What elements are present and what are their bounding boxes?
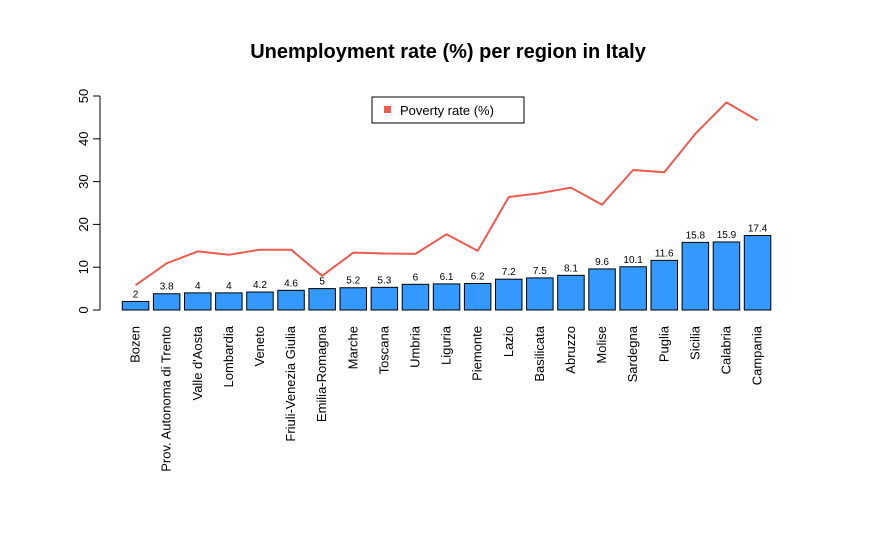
- poverty-line-group: [135, 101, 759, 287]
- x-category-label: Puglia: [656, 325, 671, 362]
- x-category-label: Sardegna: [625, 325, 640, 382]
- y-tick-label: 40: [76, 132, 91, 146]
- bar: [495, 278, 523, 311]
- y-tick-label: 20: [76, 217, 91, 231]
- bar-value-label: 9.6: [595, 257, 609, 268]
- x-category-label: Abruzzo: [563, 326, 578, 374]
- bar-value-label: 5.3: [377, 275, 391, 286]
- x-category-label: Marche: [345, 326, 360, 369]
- y-tick-label: 10: [76, 260, 91, 274]
- bar: [121, 300, 150, 311]
- bar-value-label: 10.1: [623, 255, 643, 266]
- bar: [619, 266, 647, 311]
- bars-group: [121, 235, 772, 311]
- x-category-label: Emilia-Romagna: [314, 325, 329, 422]
- bar: [588, 268, 616, 311]
- bar-value-label: 2: [133, 289, 139, 300]
- chart-title: Unemployment rate (%) per region in Ital…: [250, 41, 647, 63]
- x-category-label: Prov. Autonoma di Trento: [159, 326, 174, 472]
- x-category-label: Liguria: [439, 325, 454, 365]
- bar: [743, 235, 772, 311]
- bar-value-label: 6.1: [440, 272, 454, 283]
- bar-value-label: 8.1: [564, 263, 578, 274]
- bar: [215, 292, 243, 311]
- bar-value-label: 4.6: [284, 278, 298, 289]
- bar-value-label: 4.2: [253, 280, 267, 291]
- bar: [463, 282, 492, 311]
- bar: [308, 288, 336, 311]
- x-category-label: Veneto: [252, 326, 267, 367]
- legend-box: [371, 96, 525, 124]
- bar: [712, 241, 741, 311]
- bar: [401, 283, 430, 311]
- x-category-label: Piemonte: [470, 326, 485, 381]
- bar-value-label: 15.8: [686, 230, 706, 241]
- x-category-label: Valle d'Aosta: [190, 325, 205, 400]
- x-category-label: Sicilia: [687, 325, 702, 360]
- bar-value-label: 5.2: [346, 276, 360, 287]
- bar: [370, 286, 399, 311]
- bar-value-label: 4: [195, 281, 201, 292]
- bar-value-label: 5: [319, 277, 325, 288]
- x-category-label: Molise: [594, 326, 609, 364]
- bar-value-label: 6.2: [471, 271, 485, 282]
- bar-value-labels: 2 3.8 4 4 4.2 4.6 5 5.2 5.3 6 6.1 6.2 7.2 7.5 8.1 9.6 10…: [133, 224, 768, 301]
- bar: [277, 289, 305, 311]
- bar-value-label: 11.6: [655, 248, 674, 259]
- bar: [526, 277, 554, 311]
- y-axis: 0 10 20 30 40 50: [76, 89, 101, 314]
- bar: [681, 241, 710, 311]
- bar-value-label: 7.2: [502, 267, 516, 278]
- x-category-label: Lazio: [501, 326, 516, 357]
- bar: [246, 291, 274, 311]
- y-tick-label: 50: [76, 89, 91, 103]
- bar: [432, 283, 461, 311]
- bar: [650, 259, 678, 311]
- x-category-labels: Bozen Prov. Autonoma di Trento Valle d'Aos…: [128, 325, 765, 472]
- bar-value-label: 3.8: [160, 282, 174, 293]
- legend: Poverty rate (%): [371, 96, 525, 124]
- bar-value-label: 17.4: [748, 224, 768, 235]
- bar-value-label: 6: [413, 272, 419, 283]
- legend-swatch: [384, 106, 391, 113]
- x-category-label: Bozen: [128, 326, 143, 363]
- bar-value-label: 4: [226, 281, 232, 292]
- legend-label: Poverty rate (%): [400, 103, 494, 118]
- y-tick-label: 30: [76, 174, 91, 188]
- x-category-label: Campania: [750, 325, 765, 385]
- poverty-rate-line: [135, 101, 759, 287]
- bar: [184, 292, 212, 311]
- y-tick-label: 0: [76, 306, 91, 313]
- bar-value-label: 7.5: [533, 266, 547, 277]
- x-category-label: Toscana: [376, 325, 391, 374]
- x-category-label: Calabria: [718, 325, 733, 374]
- bar: [339, 287, 367, 311]
- bar: [152, 293, 181, 311]
- x-category-label: Friuli-Venezia Giulia: [283, 325, 298, 441]
- x-category-label: Basilicata: [532, 325, 547, 381]
- bar-value-label: 15.9: [717, 230, 737, 241]
- x-category-label: Umbria: [407, 325, 422, 368]
- bar: [557, 274, 585, 311]
- x-category-label: Lombardia: [221, 325, 236, 387]
